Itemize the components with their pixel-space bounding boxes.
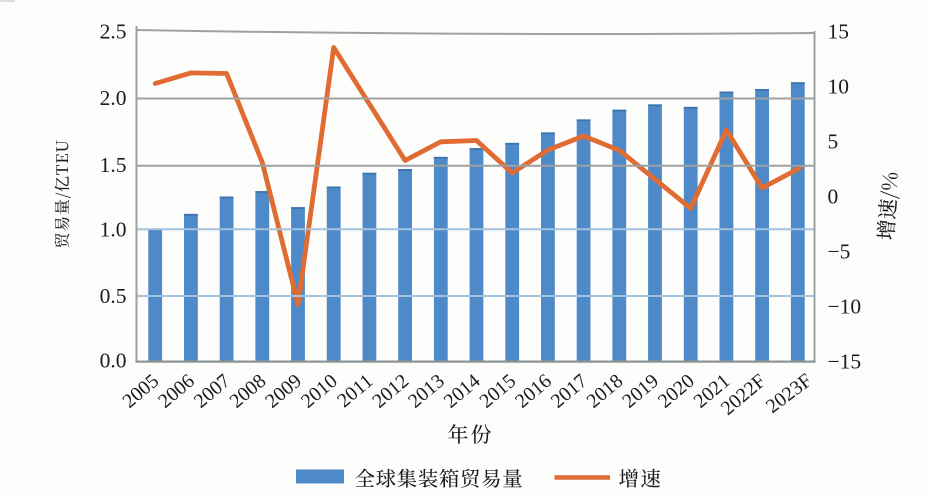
svg-text:−5: −5 — [828, 240, 851, 264]
svg-text:10: 10 — [828, 75, 850, 99]
svg-text:−15: −15 — [828, 350, 862, 374]
svg-text:−10: −10 — [828, 295, 862, 319]
svg-text:0.5: 0.5 — [100, 284, 127, 308]
svg-text:5: 5 — [828, 130, 839, 154]
svg-text:0: 0 — [828, 185, 839, 209]
svg-text:1.5: 1.5 — [100, 153, 127, 177]
svg-text:0.0: 0.0 — [100, 349, 127, 373]
svg-text:2.0: 2.0 — [100, 86, 127, 110]
svg-text:2.5: 2.5 — [100, 20, 127, 44]
svg-text:1.0: 1.0 — [100, 217, 127, 241]
svg-text:15: 15 — [828, 20, 850, 44]
